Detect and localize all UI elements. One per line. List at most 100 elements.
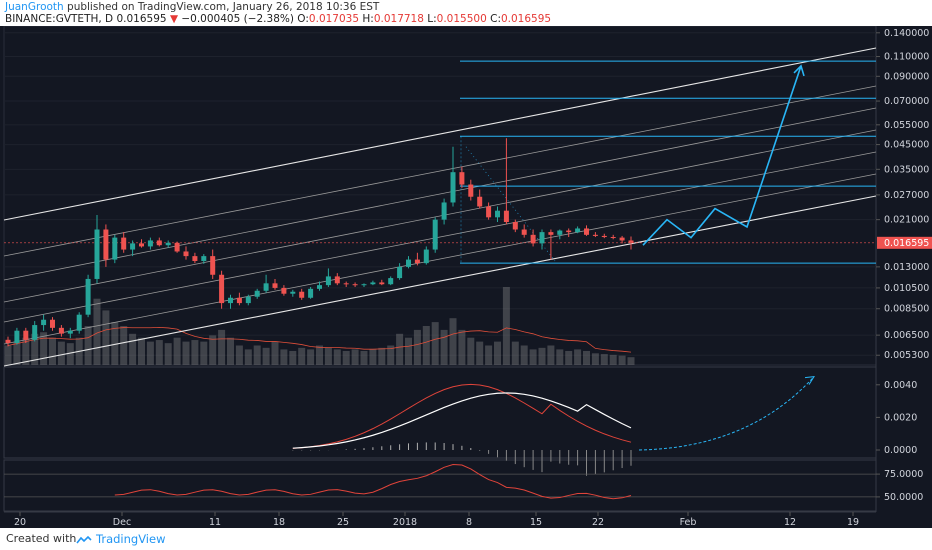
volume-bar bbox=[289, 350, 297, 365]
volume-bar bbox=[57, 341, 65, 365]
volume-bar bbox=[333, 349, 341, 365]
volume-bar bbox=[4, 345, 12, 365]
high-value: 0.017718 bbox=[373, 13, 424, 25]
volume-bar bbox=[369, 349, 377, 365]
volume-bar bbox=[547, 345, 555, 365]
candle-body bbox=[619, 237, 625, 241]
candle-body bbox=[512, 222, 518, 230]
candle-body bbox=[139, 243, 144, 247]
price-chart[interactable]: 0.140000 0.110000 0.090000 0.070000 0.055000… bbox=[0, 26, 932, 528]
projection-arrowhead bbox=[793, 64, 805, 77]
volume-bar bbox=[218, 329, 226, 365]
volume-bar bbox=[307, 349, 315, 365]
candle-body bbox=[486, 206, 492, 218]
candle-body bbox=[503, 210, 509, 223]
candle-body bbox=[566, 230, 572, 233]
candle-body bbox=[14, 330, 20, 344]
rsi-line bbox=[114, 463, 632, 500]
volume-bar bbox=[600, 354, 608, 365]
candle-body bbox=[85, 278, 91, 315]
volume-bar bbox=[511, 341, 519, 365]
candle-body bbox=[584, 228, 589, 235]
volume-bar bbox=[422, 326, 430, 365]
tradingview-logo[interactable]: TradingView bbox=[76, 532, 165, 546]
price-tick-label: 0.021000 bbox=[884, 215, 929, 226]
candle-body bbox=[236, 297, 242, 304]
change-value: −0.000405 (−2.38%) bbox=[181, 13, 294, 25]
publish-header: JuanGrooth published on TradingView.com,… bbox=[0, 0, 932, 26]
macd-projection-curve bbox=[638, 376, 815, 451]
macd-tick-label: 0.0020 bbox=[884, 412, 917, 423]
candle-body bbox=[539, 232, 545, 244]
candle-body bbox=[334, 276, 340, 284]
candle-body bbox=[441, 202, 447, 220]
volume-bar bbox=[351, 349, 359, 365]
candle-body bbox=[423, 249, 429, 264]
time-tick-label: 2018 bbox=[393, 517, 417, 528]
last-price-badge-label: 0.016595 bbox=[884, 238, 929, 249]
volume-bar bbox=[49, 337, 56, 365]
projection-path bbox=[642, 65, 802, 246]
candle-body bbox=[388, 278, 394, 285]
close-value: 0.016595 bbox=[500, 13, 552, 25]
candle-body bbox=[245, 296, 251, 304]
candle-body bbox=[352, 284, 358, 286]
candle-body bbox=[397, 266, 403, 279]
main-pane bbox=[3, 26, 877, 366]
volume-bar bbox=[173, 337, 181, 365]
candle-body bbox=[112, 237, 118, 260]
candle-body bbox=[165, 242, 171, 246]
volume-bar bbox=[102, 310, 110, 365]
candle-body bbox=[58, 327, 64, 334]
volume-bar bbox=[431, 322, 439, 365]
volume-bar bbox=[618, 355, 626, 365]
volume-bar bbox=[129, 333, 137, 365]
candle-body bbox=[521, 229, 527, 235]
volume-bar bbox=[253, 345, 261, 365]
candle-body bbox=[575, 228, 581, 233]
candle-body bbox=[432, 219, 438, 250]
created-with-text: Created with bbox=[6, 532, 77, 545]
volume-bar bbox=[583, 350, 590, 365]
volume-bar bbox=[155, 340, 163, 365]
price-tick-label: 0.055000 bbox=[884, 120, 929, 131]
candle-body bbox=[103, 229, 109, 260]
low-value: 0.015500 bbox=[436, 13, 487, 25]
candle-body bbox=[67, 330, 73, 334]
channel-inner-line bbox=[3, 173, 877, 345]
volume-bar bbox=[84, 326, 92, 365]
candle-body bbox=[281, 287, 287, 294]
high-label: H: bbox=[362, 13, 374, 25]
volume-bar bbox=[387, 345, 395, 365]
candle-body bbox=[156, 240, 162, 246]
macd-line bbox=[292, 383, 632, 449]
candle-body bbox=[343, 283, 349, 285]
candle-body bbox=[406, 259, 411, 267]
volume-bar bbox=[262, 347, 270, 365]
candle-body bbox=[219, 274, 225, 304]
channel-inner-line bbox=[3, 129, 877, 303]
time-tick-label: Feb bbox=[680, 517, 697, 528]
time-tick-label: 22 bbox=[592, 517, 604, 528]
candle-body bbox=[557, 230, 563, 235]
price-tick-label: 0.006500 bbox=[884, 330, 929, 341]
macd-tick-label: 0.0040 bbox=[884, 380, 917, 391]
tradingview-brand: TradingView bbox=[96, 532, 166, 546]
volume-bar bbox=[574, 349, 582, 365]
volume-bar bbox=[449, 318, 457, 365]
volume-bar bbox=[93, 298, 101, 365]
volume-bar bbox=[360, 350, 368, 365]
rsi-tick-label: 50.0000 bbox=[884, 492, 923, 503]
candle-body bbox=[308, 288, 314, 298]
candle-body bbox=[174, 242, 180, 252]
candle-body bbox=[379, 282, 385, 285]
candle-body bbox=[121, 237, 127, 250]
volume-bar bbox=[244, 349, 252, 365]
author-link[interactable]: JuanGrooth bbox=[5, 1, 64, 13]
published-text: published on TradingView.com, January 26… bbox=[67, 1, 380, 13]
footer: Created with TradingView bbox=[0, 528, 932, 550]
volume-bar bbox=[538, 347, 546, 365]
candle-body bbox=[210, 256, 216, 275]
open-value: 0.017035 bbox=[308, 13, 360, 25]
candle-body bbox=[459, 172, 465, 185]
